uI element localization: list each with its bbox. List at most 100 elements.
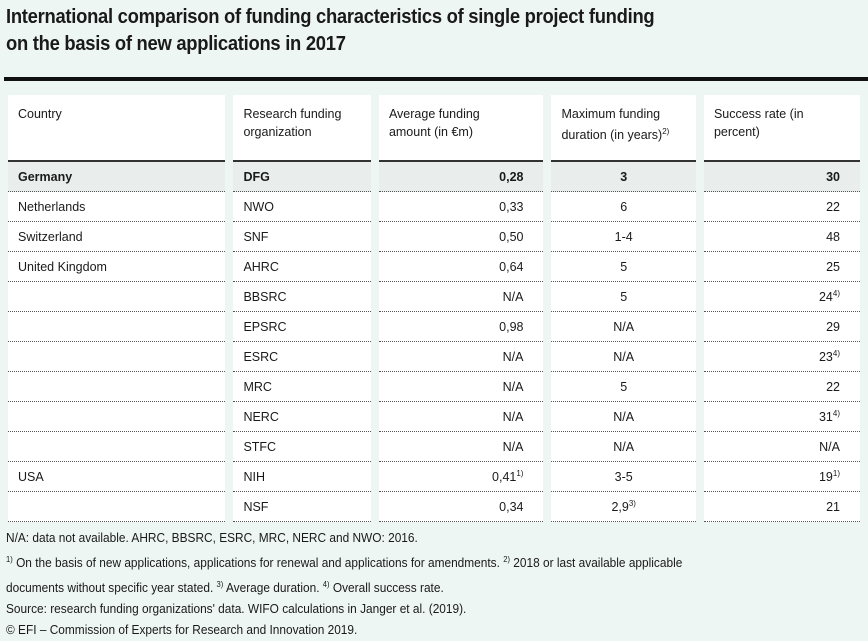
- cell-max: N/A: [551, 402, 696, 432]
- cell-rate-value: 22: [826, 200, 840, 215]
- cell-avg: 0,98: [378, 312, 544, 342]
- cell-max-value: 2,9: [611, 500, 629, 515]
- cell-max: N/A: [551, 312, 696, 342]
- cell-max-value: N/A: [613, 350, 635, 365]
- footnote-ref: 2): [662, 127, 670, 136]
- note-text: documents without specific year stated.: [6, 581, 217, 596]
- cell-max: 5: [551, 252, 696, 282]
- table-row: NERC N/A N/A 314): [8, 402, 860, 432]
- cell-avg: N/A: [378, 372, 544, 402]
- table-row: United Kingdom AHRC 0,64 5 25: [8, 252, 860, 282]
- cell-max: 3: [551, 162, 696, 192]
- cell-max-value: N/A: [613, 320, 635, 335]
- cell-max: N/A: [551, 432, 696, 462]
- cell-org-value: ESRC: [243, 349, 279, 364]
- funding-table: Country Research funding organization Av…: [0, 95, 868, 522]
- note-na: N/A: data not available. AHRC, BBSRC, ES…: [6, 531, 418, 545]
- cell-max: 3-5: [551, 462, 696, 492]
- cell-country: Germany: [8, 162, 226, 192]
- cell-rate-value: 31: [818, 410, 833, 425]
- header-country: Country: [8, 95, 226, 162]
- header-org: Research funding organization: [233, 95, 371, 162]
- cell-rate: 21: [703, 492, 860, 522]
- cell-rate-value: 19: [818, 470, 833, 485]
- cell-rate: 22: [703, 372, 860, 402]
- cell-org: EPSRC: [233, 312, 371, 342]
- cell-org-value: DFG: [243, 169, 270, 184]
- cell-country: United Kingdom: [8, 252, 226, 282]
- header-row: Country Research funding organization Av…: [8, 95, 860, 162]
- cell-org: NSF: [233, 492, 371, 522]
- cell-country: [8, 402, 226, 432]
- cell-country-value: Germany: [18, 169, 73, 184]
- note-footnotes-1: 1) On the basis of new applications, app…: [6, 549, 823, 574]
- page-title: International comparison of funding char…: [6, 4, 655, 58]
- cell-rate: 244): [703, 282, 860, 312]
- cell-avg: 0,34: [378, 492, 544, 522]
- footnote-ref: 3): [216, 580, 224, 590]
- cell-max: 5: [551, 372, 696, 402]
- table-row: Switzerland SNF 0,50 1-4 48: [8, 222, 860, 252]
- cell-avg-value: 0,98: [499, 320, 524, 335]
- title-line-2: on the basis of new applications in 2017: [6, 33, 346, 55]
- cell-org-value: NWO: [243, 199, 274, 214]
- cell-max: 5: [551, 282, 696, 312]
- title-rule: [4, 77, 868, 81]
- cell-rate: 48: [703, 222, 860, 252]
- cell-max: 2,93): [551, 492, 696, 522]
- cell-avg-value: N/A: [502, 350, 524, 365]
- table-row: USA NIH 0,411) 3-5 191): [8, 462, 860, 492]
- table-row: NSF 0,34 2,93) 21: [8, 492, 860, 522]
- cell-org-value: STFC: [243, 439, 277, 454]
- cell-rate: 191): [703, 462, 860, 492]
- cell-org: BBSRC: [233, 282, 371, 312]
- cell-org: DFG: [233, 162, 371, 192]
- note-copyright: © EFI – Commission of Experts for Resear…: [6, 623, 358, 638]
- note-footnotes-2: documents without specific year stated. …: [6, 574, 823, 599]
- cell-avg-value: 0,64: [499, 260, 524, 275]
- cell-max-value: N/A: [613, 440, 635, 455]
- table-row: Germany DFG 0,28 3 30: [8, 162, 860, 192]
- cell-max-value: 3-5: [614, 470, 633, 485]
- footnote-ref: 2): [503, 555, 511, 564]
- cell-org-value: AHRC: [243, 259, 279, 274]
- cell-org: ESRC: [233, 342, 371, 372]
- cell-rate: 30: [703, 162, 860, 192]
- cell-org-value: NSF: [243, 499, 269, 514]
- cell-country-value: United Kingdom: [18, 259, 107, 274]
- cell-rate-value: N/A: [819, 440, 840, 455]
- note-text: Overall success rate.: [329, 581, 444, 596]
- cell-avg: N/A: [378, 282, 544, 312]
- title-line-1: International comparison of funding char…: [6, 6, 655, 28]
- cell-org: STFC: [233, 432, 371, 462]
- cell-avg-value: 0,33: [499, 200, 524, 215]
- cell-org-value: NERC: [243, 409, 279, 424]
- cell-org-value: EPSRC: [243, 319, 287, 334]
- cell-rate-value: 21: [826, 500, 840, 515]
- header-avg: Average funding amount (in €m): [378, 95, 544, 162]
- cell-country: [8, 282, 226, 312]
- cell-max-value: 5: [620, 260, 628, 275]
- cell-rate-value: 24: [818, 290, 833, 305]
- cell-rate-value: 25: [826, 260, 840, 275]
- cell-rate: 22: [703, 192, 860, 222]
- cell-org: NWO: [233, 192, 371, 222]
- cell-max: N/A: [551, 342, 696, 372]
- cell-country: [8, 342, 226, 372]
- note-text: On the basis of new applications, applic…: [12, 556, 504, 571]
- cell-avg: 0,33: [378, 192, 544, 222]
- cell-rate-value: 29: [826, 320, 840, 335]
- cell-org-value: NIH: [243, 469, 265, 484]
- footnote-ref: 1): [516, 468, 524, 478]
- table-row: STFC N/A N/A N/A: [8, 432, 860, 462]
- cell-avg-value: N/A: [502, 440, 524, 455]
- cell-org: SNF: [233, 222, 371, 252]
- cell-avg: 0,64: [378, 252, 544, 282]
- cell-country: [8, 312, 226, 342]
- cell-avg: N/A: [378, 342, 544, 372]
- cell-rate-value: 30: [826, 170, 840, 185]
- cell-avg-value: N/A: [502, 410, 524, 425]
- footnote-ref: 4): [832, 348, 840, 358]
- footnote-ref: 1): [832, 468, 840, 478]
- cell-rate-value: 48: [826, 230, 840, 245]
